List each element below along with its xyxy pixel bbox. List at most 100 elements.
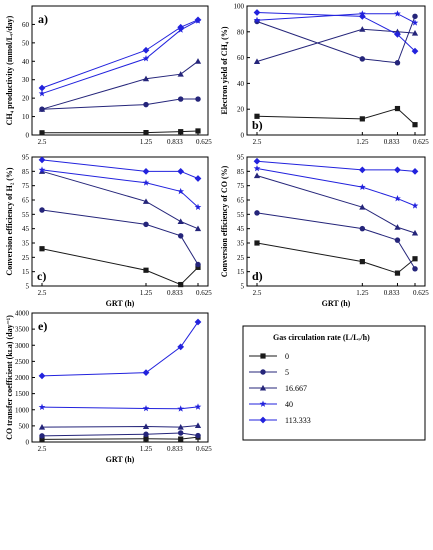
data-point <box>253 164 261 172</box>
series-16.667 <box>38 168 202 232</box>
series-5 <box>39 96 201 112</box>
x-tick-label: 1.25 <box>140 138 153 146</box>
legend-entry: 113.333 <box>249 416 311 425</box>
series-line <box>41 170 199 230</box>
x-tick-label: 0.625 <box>196 289 212 297</box>
data-point <box>177 71 184 77</box>
series-0 <box>254 240 418 276</box>
x-tick-label: 0.625 <box>413 289 429 297</box>
data-point <box>38 90 46 97</box>
series-113.333 <box>253 157 419 175</box>
series-5 <box>254 13 418 66</box>
data-point <box>142 55 150 62</box>
x-tick-label: 1.25 <box>356 289 369 297</box>
series-line <box>41 436 199 440</box>
legend-label: 40 <box>285 400 293 409</box>
legend-marker <box>259 384 267 391</box>
data-point <box>359 183 366 190</box>
data-point <box>394 224 401 230</box>
y-tick-label: 65 <box>22 197 30 205</box>
data-point <box>253 172 261 179</box>
y-tick-label: 60 <box>237 54 245 62</box>
data-point <box>394 195 401 202</box>
data-point <box>39 130 45 136</box>
y-tick-label: 10 <box>22 113 30 121</box>
series-16.667 <box>253 172 419 236</box>
data-point <box>38 106 46 112</box>
y-tick-label: 3500 <box>15 326 30 334</box>
data-point <box>142 423 150 430</box>
y-tick-label: 45 <box>237 225 245 233</box>
series-line <box>41 406 199 410</box>
legend-marker <box>259 400 267 407</box>
data-point <box>411 19 419 26</box>
data-point <box>177 343 185 351</box>
data-point <box>411 229 419 236</box>
x-axis-label: GRT (h) <box>322 299 351 308</box>
chart-a: 0 10 20 30 40 50 60 2.5 1.25 0.833 0.625 CH₄ produc… <box>5 5 212 146</box>
data-point <box>194 318 202 326</box>
data-point <box>358 166 366 174</box>
series-40 <box>38 403 202 412</box>
y-tick-label: 75 <box>22 182 30 190</box>
legend-label: 0 <box>285 352 289 361</box>
chart-c: 5 15 25 35 45 55 65 75 85 95 2.5 1.25 0.833 0.625 GRT … <box>5 154 212 309</box>
x-tick-label: 0.833 <box>167 289 183 297</box>
data-point <box>38 84 46 92</box>
data-point <box>143 436 149 442</box>
data-point <box>254 113 260 119</box>
y-tick-label: 0 <box>26 132 30 140</box>
y-tick-label: 60 <box>22 21 30 29</box>
x-axis-label: GRT (h) <box>106 455 135 464</box>
legend-entry: 16.667 <box>249 384 307 393</box>
data-point <box>194 58 202 64</box>
plot-frame-a <box>31 5 209 136</box>
y-tick-label: 1500 <box>15 390 30 398</box>
data-point <box>177 218 184 224</box>
series-113.333 <box>38 156 202 182</box>
series-line <box>41 425 199 428</box>
series-0 <box>39 246 201 288</box>
series-5 <box>254 210 418 272</box>
data-point <box>411 202 419 209</box>
series-line <box>256 167 416 207</box>
series-16.667 <box>38 58 202 112</box>
y-tick-label: 55 <box>237 211 245 219</box>
panel-label: c) <box>37 269 46 283</box>
series-line <box>41 432 199 437</box>
series-line <box>41 19 199 89</box>
legend-label: 113.333 <box>285 416 311 425</box>
panel-label: a) <box>38 12 48 26</box>
y-tick-label: 5 <box>26 283 30 291</box>
y-tick-label: 2500 <box>15 358 30 366</box>
y-tick-label: 2000 <box>15 374 30 382</box>
x-tick-label: 0.833 <box>384 138 400 146</box>
x-tick-label: 1.25 <box>140 445 153 453</box>
x-tick-label: 0.625 <box>196 445 212 453</box>
data-point <box>177 96 184 102</box>
data-point <box>38 166 46 173</box>
data-point <box>143 221 149 228</box>
x-tick-label: 2.5 <box>38 289 47 297</box>
data-point <box>194 422 202 429</box>
data-point <box>38 156 46 164</box>
legend-marker <box>260 353 266 359</box>
data-point <box>38 403 46 411</box>
series-line <box>41 321 199 377</box>
series-line <box>256 160 416 172</box>
data-point <box>412 256 418 262</box>
data-point <box>194 203 202 211</box>
series-5 <box>39 207 201 268</box>
chart-e: 0 500 1000 1500 2000 2500 3000 3500 4000 2.5 1.25 0… <box>5 310 212 465</box>
panel-label: d) <box>252 269 263 283</box>
x-tick-label: 0.833 <box>384 289 400 297</box>
y-tick-label: 30 <box>22 76 30 84</box>
y-tick-label: 4000 <box>15 310 30 318</box>
data-point <box>39 246 45 252</box>
series-5 <box>39 430 201 439</box>
series-line <box>41 209 199 265</box>
series-line <box>41 159 199 179</box>
data-point <box>359 259 365 265</box>
data-point <box>253 58 261 64</box>
